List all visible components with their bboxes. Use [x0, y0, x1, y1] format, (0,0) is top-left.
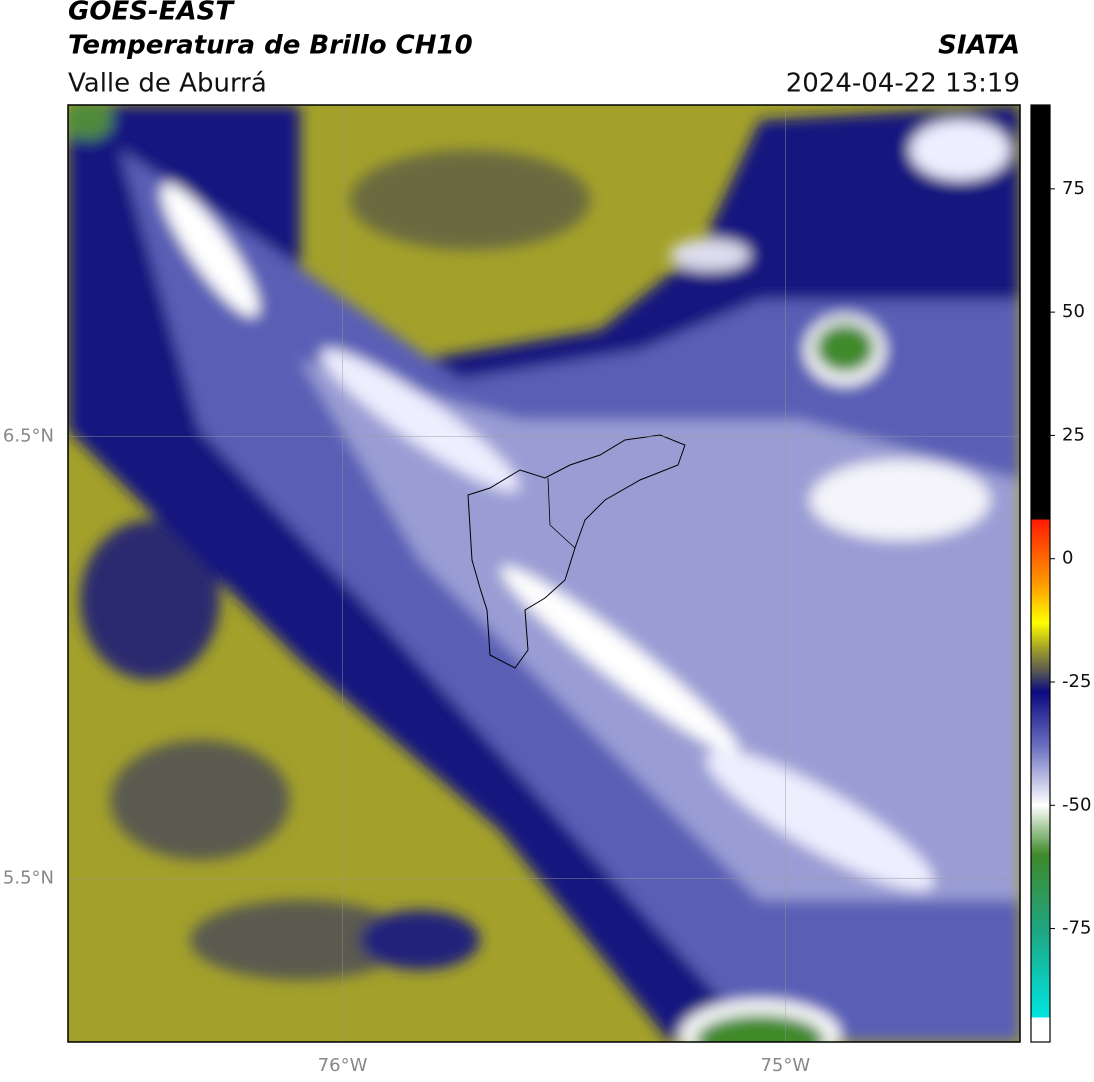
valley-boundary: [467, 434, 686, 669]
region: Valle de Aburrá: [68, 69, 267, 99]
colorbar-tick-label: 25: [1062, 424, 1085, 445]
lat-label: 5.5°N: [3, 867, 54, 888]
colorbar-tick-label: -50: [1062, 794, 1091, 815]
title: GOES-EAST: [68, 0, 235, 27]
colorbar-tick-label: -25: [1062, 671, 1091, 692]
map-frame: [67, 104, 1021, 1043]
source: SIATA: [938, 31, 1020, 61]
satellite-image: [68, 105, 1020, 1042]
colorbar: [1030, 104, 1051, 1043]
colorbar-tick-label: -75: [1062, 918, 1091, 939]
subtitle: Temperatura de Brillo CH10: [68, 31, 473, 61]
lon-label: 76°W: [318, 1055, 368, 1076]
datetime: 2024-04-22 13:19: [786, 69, 1020, 99]
lon-label: 75°W: [760, 1055, 810, 1076]
colorbar-tick-label: 0: [1062, 548, 1073, 569]
map-grid: [68, 105, 1020, 1042]
colorbar-tick-label: 75: [1062, 178, 1085, 199]
lat-label: 6.5°N: [3, 425, 54, 446]
colorbar-tick-label: 50: [1062, 301, 1085, 322]
